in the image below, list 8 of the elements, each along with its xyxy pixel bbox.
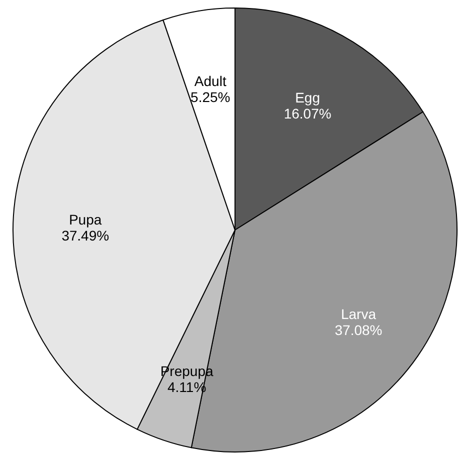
data-label: 5.25%	[190, 89, 230, 106]
data-label: 37.08%	[334, 322, 382, 338]
data-label: 37.49%	[62, 228, 110, 244]
slice-label: Egg	[295, 90, 320, 106]
data-label: 16.07%	[284, 106, 332, 122]
slice-label: Pupa	[68, 212, 102, 228]
slice-label: Larva	[340, 306, 376, 322]
slice-label: Adult	[194, 73, 226, 90]
